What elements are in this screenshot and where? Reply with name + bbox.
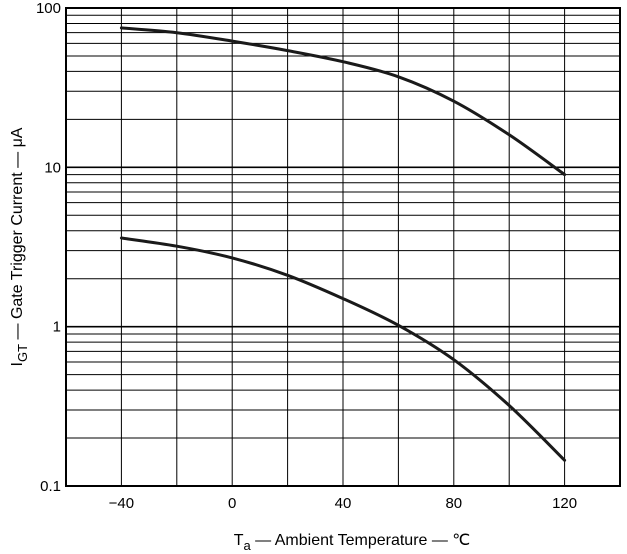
y-tick-label: 0.1	[40, 478, 61, 495]
series-2-line	[119, 236, 567, 462]
x-axis-title: Ta — Ambient Temperature — ℃	[234, 532, 471, 553]
x-tick-label: 120	[552, 495, 577, 512]
series-layer	[119, 26, 567, 462]
grid	[66, 8, 620, 486]
y-tick-label: 100	[36, 0, 61, 17]
x-tick-label: 40	[335, 495, 352, 512]
y-tick-label: 1	[53, 319, 61, 336]
series-1-line	[119, 26, 567, 177]
x-tick-label: 80	[445, 495, 462, 512]
x-tick-label: 0	[228, 495, 236, 512]
tick-labels: −40 0 40 80 120 0.1 1 10 100	[36, 0, 577, 512]
y-axis-title: IGT — Gate Trigger Current — μA	[9, 127, 30, 366]
x-tick-label: −40	[109, 495, 134, 512]
plot-frame	[65, 7, 621, 487]
y-tick-label: 10	[44, 159, 61, 176]
